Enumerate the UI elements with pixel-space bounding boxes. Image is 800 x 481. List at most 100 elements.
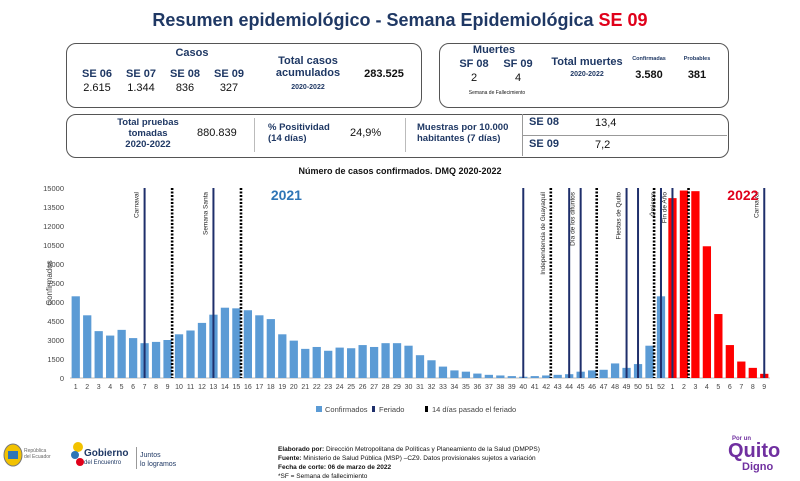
bar [450,370,459,378]
x-tick-label: 13 [210,384,218,391]
bar [232,308,241,378]
muestras-value-1: 13,4 [595,117,617,129]
bar [610,363,620,378]
bar [369,346,379,378]
muestras-value-2: 7,2 [595,139,611,151]
x-tick-label: 38 [496,384,504,391]
bar [301,348,310,378]
probables-value: 381 [687,69,707,81]
legend-swatch-feriado-14 [425,406,428,412]
annotation-label: Independencia de Guayaquil [540,191,547,274]
bar [128,338,138,378]
bar [473,373,482,378]
x-tick-label: 27 [370,384,378,391]
bar [266,319,275,378]
bar [553,374,562,378]
muestras-label: Muestras por 10.000 habitantes (7 días) [417,122,509,144]
y-tick-label: 1500 [47,355,64,364]
x-tick-label: 8 [154,384,158,391]
bar [220,307,230,378]
bar [645,345,654,378]
x-tick-label: 44 [565,384,573,391]
x-tick-label: 8 [751,384,755,391]
annotation-label: Día de los difuntos [570,191,577,246]
x-tick-label: 24 [336,384,344,391]
x-tick-label: 26 [359,384,367,391]
y-tick-label: 10500 [43,241,64,250]
quito-sub: Digno [742,461,774,473]
bar [542,375,551,378]
bar [324,350,333,378]
casos-label: Casos [175,47,209,59]
y-tick-label: 0 [60,374,64,383]
casos-week-3: SE 08 [170,68,200,80]
x-tick-label: 46 [588,384,596,391]
bar [243,310,252,378]
casos-value-4: 327 [219,82,239,94]
probables-label: Probables [683,56,711,62]
bar [461,371,471,378]
x-tick-label: 36 [473,384,481,391]
pruebas-divider-4 [522,135,727,136]
bar [358,345,367,378]
total-muertes-period: 2020-2022 [570,71,604,78]
bar [702,246,712,378]
x-tick-label: 21 [301,384,309,391]
bar [484,374,493,378]
x-tick-label: 7 [143,384,147,391]
confirmadas-label: Confirmadas [632,56,666,62]
x-tick-label: 32 [428,384,436,391]
bar [530,376,539,378]
annotation-label: Fin de Año [661,192,668,223]
x-tick-label: 25 [347,384,355,391]
pruebas-divider-1 [254,118,255,152]
muertes-panel: Muertes SF 08 SF 09 2 4 Semana de Fallec… [439,43,729,108]
y-tick-label: 15000 [43,184,64,193]
annotation-label: Semana Santa [202,192,209,235]
x-tick-label: 50 [634,384,642,391]
footer-credits: Elaborado por: Dirección Metropolitana d… [278,445,688,481]
casos-week-1: SE 06 [82,68,112,80]
quito-top: Por un [732,436,751,442]
x-tick-label: 6 [131,384,135,391]
x-tick-label: 2 [85,384,89,391]
bar [714,314,723,378]
casos-value-1: 2.615 [83,82,111,94]
legend-label-feriado-14: 14 días pasado el feriado [432,405,516,414]
x-tick-label: 9 [166,384,170,391]
x-tick-label: 41 [531,384,539,391]
x-tick-label: 9 [762,384,766,391]
x-tick-label: 17 [255,384,263,391]
bar [278,334,287,378]
bar [691,191,700,378]
gobierno-label: Gobierno [84,448,129,459]
logo-divider [136,447,137,469]
bar [496,375,505,378]
annotation-label: Carnaval [134,191,141,218]
year-label-2022: 2022 [727,187,758,203]
republica-label: República del Ecuador [24,448,51,460]
bar [255,315,264,378]
x-tick-label: 29 [393,384,401,391]
elaborado-line: Elaborado por: Dirección Metropolitana d… [278,446,540,453]
legend-label-feriado: Feriado [379,405,404,414]
confirmadas-value: 3.580 [635,69,663,81]
annotation-label: Carnaval [753,191,760,218]
total-muertes-label: Total muertes [551,56,623,68]
x-tick-label: 5 [716,384,720,391]
bar [347,348,356,378]
x-tick-label: 52 [657,384,665,391]
x-tick-label: 51 [646,384,654,391]
page-title: Resumen epidemiológico - Semana Epidemio… [152,10,648,30]
muertes-week-1: SF 08 [459,58,489,70]
x-tick-label: 23 [324,384,332,391]
bar [186,330,195,378]
gobierno-logo: Gobierno del Encuentro Juntos lo logramos [70,440,210,474]
legend-swatch-feriado [372,406,375,412]
y-tick-label: 12000 [43,222,64,231]
bar [438,366,448,378]
juntos-label: Juntos lo logramos [140,452,177,468]
y-tick-label: 7500 [47,279,64,288]
bar [507,376,516,378]
x-tick-label: 15 [232,384,240,391]
